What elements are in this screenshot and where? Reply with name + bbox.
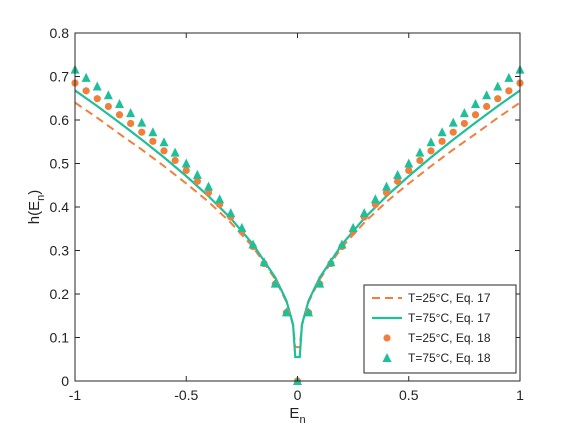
y-tick-label: 0.1 <box>50 330 70 346</box>
y-tick-label: 0.5 <box>50 156 70 172</box>
data-point <box>382 181 391 191</box>
data-point <box>404 158 414 168</box>
data-point <box>259 257 269 267</box>
data-point <box>471 111 480 119</box>
x-axis-label: En <box>289 405 305 426</box>
data-point <box>281 307 291 317</box>
data-point <box>494 95 502 103</box>
data-point <box>415 147 425 157</box>
legend-label: T=25°C, Eq. 18 <box>408 331 491 345</box>
data-point <box>160 147 168 155</box>
data-point <box>148 127 158 137</box>
legend-label: T=75°C, Eq. 17 <box>408 311 491 325</box>
data-point <box>493 81 503 91</box>
data-point <box>92 81 102 91</box>
y-tick-label: 0 <box>61 373 69 389</box>
data-point <box>337 239 347 249</box>
y-tick-label: 0.3 <box>50 243 70 259</box>
tick-layer: -1 -0.5 0 0.5 1 0 0.1 0.2 0.3 0.4 0.5 0.6 0.7 0.8 <box>50 25 525 403</box>
data-point <box>137 117 147 127</box>
data-point <box>159 137 169 147</box>
data-point <box>504 72 514 82</box>
data-point <box>82 87 90 95</box>
data-point <box>138 128 146 136</box>
data-point <box>248 239 258 249</box>
data-point <box>471 98 480 108</box>
data-point <box>448 117 458 127</box>
data-point <box>405 166 413 175</box>
data-point <box>326 257 336 267</box>
y-tick-label: 0.2 <box>50 286 70 302</box>
data-point <box>270 278 280 288</box>
data-point <box>427 147 435 155</box>
y-axis-label: h(En) <box>26 190 47 224</box>
legend: T=25°C, Eq. 17 T=75°C, Eq. 17 T=25°C, Eq. … <box>363 284 517 374</box>
data-point <box>104 102 112 111</box>
data-point <box>93 95 101 103</box>
data-point <box>226 208 236 218</box>
data-point <box>460 119 468 128</box>
data-point <box>115 111 124 119</box>
legend-swatch <box>382 353 392 363</box>
series-points-t-75-c-eq-18 <box>70 64 525 386</box>
x-tick-label: -0.5 <box>174 387 198 403</box>
data-point <box>315 278 325 288</box>
data-point <box>394 177 402 185</box>
data-point <box>204 181 213 191</box>
data-point <box>348 222 358 232</box>
data-point <box>393 169 403 179</box>
data-point <box>370 194 380 204</box>
data-point <box>382 189 391 197</box>
y-tick-label: 0.4 <box>50 199 70 215</box>
data-point <box>181 158 191 168</box>
data-point <box>449 128 457 136</box>
x-axis-label-main: E <box>289 405 299 422</box>
data-point <box>459 108 469 118</box>
data-point <box>115 98 124 108</box>
series-line-t-75-c-eq-17 <box>74 89 521 359</box>
x-tick-label: 0.5 <box>399 387 419 403</box>
data-point <box>149 137 157 145</box>
data-point <box>127 119 135 128</box>
x-axis-label-subscript: n <box>299 414 305 426</box>
data-point <box>482 90 492 100</box>
y-axis-label-subscript: n <box>35 195 47 201</box>
x-tick-label: 1 <box>516 387 524 403</box>
data-point <box>126 108 136 118</box>
data-point <box>505 87 513 95</box>
series-line-t-25-c-eq-17 <box>74 101 521 349</box>
data-point <box>438 137 446 145</box>
legend-label: T=25°C, Eq. 17 <box>408 291 491 305</box>
data-point <box>204 189 213 197</box>
x-tick-label: -1 <box>69 387 82 403</box>
y-axis-label-close: ) <box>26 190 43 195</box>
y-tick-label: 0.6 <box>50 112 70 128</box>
legend-label: T=75°C, Eq. 18 <box>408 351 491 365</box>
data-point <box>81 72 91 82</box>
data-point <box>359 208 369 218</box>
data-point <box>483 102 491 111</box>
data-point <box>437 127 447 137</box>
data-point <box>170 147 180 157</box>
data-layer <box>70 64 525 386</box>
data-point <box>192 169 202 179</box>
legend-box <box>363 284 517 374</box>
data-point <box>416 156 424 165</box>
data-point <box>237 222 247 232</box>
data-point <box>215 194 225 204</box>
data-point <box>304 307 314 317</box>
data-point <box>171 156 179 165</box>
data-point <box>426 137 436 147</box>
y-tick-label: 0.8 <box>50 25 70 41</box>
y-tick-label: 0.7 <box>50 69 70 85</box>
data-point <box>182 166 190 175</box>
y-axis-label-main: h(E <box>26 201 43 224</box>
data-point <box>103 90 113 100</box>
legend-swatch <box>383 334 391 342</box>
x-tick-label: 0 <box>294 387 302 403</box>
data-point <box>193 177 201 185</box>
